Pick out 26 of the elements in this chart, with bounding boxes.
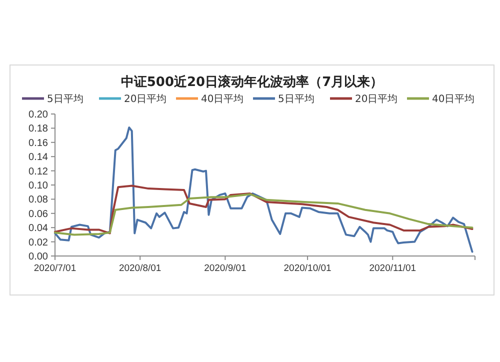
y-tick-label: 0.16 [28, 138, 48, 149]
y-tick-label: 0.10 [28, 180, 48, 192]
line-series [54, 126, 474, 253]
y-tick-label: 0.08 [28, 194, 48, 206]
y-tick-label: 0.18 [28, 124, 48, 135]
legend-label: 40日平均 [201, 93, 244, 105]
y-tick-label: 0.00 [28, 252, 48, 262]
legend-label: 40日平均 [432, 93, 475, 105]
legend-label: 5日平均 [278, 93, 314, 105]
y-tick-label: 0.02 [28, 237, 48, 248]
y-tick-label: 0.04 [28, 223, 48, 234]
x-tick-label: 2020/8/01 [118, 263, 162, 274]
legend-label: 20日平均 [355, 93, 398, 105]
chart-title: 中证500近20日滚动年化波动率（7月以来） [120, 74, 384, 90]
x-tick-label: 2020/11/01 [369, 263, 416, 274]
line-series [54, 193, 474, 236]
legend-label: 20日平均 [124, 93, 167, 105]
y-tick-label: 0.14 [28, 152, 48, 164]
y-tick-label: 0.06 [28, 208, 48, 220]
line-series [54, 184, 474, 234]
x-tick-label: 2020/7/01 [34, 263, 76, 274]
y-tick-label: 0.20 [28, 110, 48, 120]
x-tick-label: 2020/10/01 [284, 263, 332, 274]
legend-label: 5日平均 [47, 93, 84, 105]
x-tick-label: 2020/9/01 [204, 263, 246, 274]
y-tick-label: 0.12 [28, 166, 48, 178]
